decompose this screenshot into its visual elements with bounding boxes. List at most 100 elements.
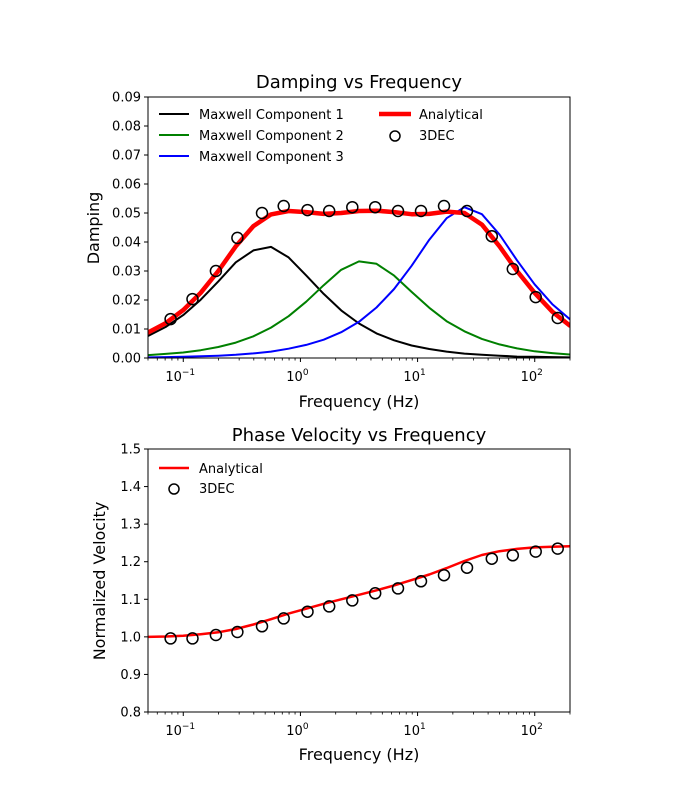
x-tick-label: 101 (403, 722, 425, 739)
series-line-maxwell-component-2 (148, 260, 570, 357)
x-tick-label: 10−1 (165, 368, 195, 385)
data-point-3dec (437, 199, 451, 213)
data-point-3dec (164, 632, 177, 645)
legend-label: Maxwell Component 3 (199, 150, 344, 165)
data-point-3dec (368, 587, 382, 600)
series-line-maxwell-component-3 (148, 206, 570, 358)
y-tick-label: 0.06 (112, 178, 141, 193)
data-point-3dec (164, 312, 177, 326)
x-tick-label: 10−1 (165, 722, 195, 739)
legend-entry-maxwell-2: Maxwell Component 2 (159, 129, 344, 144)
x-tick-exponent: 0 (303, 722, 309, 732)
data-point-3dec (322, 600, 336, 613)
y-tick-label: 0.05 (112, 207, 141, 222)
x-tick-exponent: 2 (537, 722, 543, 732)
legend-entry-3dec: 3DEC (389, 129, 455, 144)
data-point-3dec (209, 628, 223, 642)
data-point-3dec (437, 568, 451, 582)
data-point-3dec (277, 612, 290, 625)
x-tick-exponent: 0 (303, 368, 309, 378)
x-tick-exponent: −1 (182, 368, 195, 378)
series-layer (148, 542, 570, 645)
x-tick-label: 102 (521, 368, 543, 385)
data-point-3dec (231, 231, 244, 245)
data-point-3dec (186, 632, 199, 645)
y-tick-label: 0.03 (112, 265, 141, 280)
x-tick-label: 102 (521, 722, 543, 739)
x-axis-label: Frequency (Hz) (299, 745, 420, 764)
x-tick-exponent: 1 (420, 722, 426, 732)
x-tick-label: 100 (286, 368, 309, 385)
data-point-3dec (255, 620, 269, 633)
legend-entry-maxwell-3: Maxwell Component 3 (159, 150, 344, 165)
data-point-3dec (529, 290, 542, 304)
data-point-3dec (414, 204, 428, 218)
legend-entry-analytical: Analytical (379, 108, 483, 123)
data-point-3dec (506, 549, 520, 562)
chart-title: Phase Velocity vs Frequency (232, 425, 487, 446)
data-point-3dec (231, 625, 244, 639)
y-tick-label: 0.08 (112, 120, 141, 135)
data-point-3dec (255, 206, 269, 220)
y-tick-label: 0.07 (112, 149, 141, 164)
y-axis-label: Normalized Velocity (90, 502, 109, 661)
y-tick-label: 0.8 (120, 706, 141, 721)
legend-entry-3dec: 3DEC (168, 482, 235, 497)
data-point-3dec (551, 311, 564, 325)
data-point-3dec (391, 204, 405, 218)
y-tick-label: 0.02 (112, 294, 141, 309)
y-tick-label: 0.9 (120, 668, 141, 683)
data-point-3dec (485, 229, 499, 243)
y-tick-label: 1.1 (120, 593, 141, 608)
data-point-3dec (506, 262, 520, 276)
data-point-3dec (551, 542, 564, 555)
legend-label: 3DEC (199, 482, 235, 497)
x-tick-exponent: 2 (537, 368, 543, 378)
data-point-3dec (485, 552, 499, 565)
legend-entry-maxwell-1: Maxwell Component 1 (159, 108, 344, 123)
data-point-3dec (346, 594, 359, 607)
data-point-3dec (391, 582, 405, 595)
x-tick-exponent: −1 (182, 722, 195, 732)
legend-marker (389, 130, 401, 142)
data-point-3dec (414, 575, 428, 588)
phase-velocity-chart: Phase Velocity vs Frequency 0.8 0.9 1.0 1.1… (90, 425, 571, 764)
legend-label: 3DEC (419, 129, 455, 144)
axes-frame (147, 448, 571, 713)
legend-label: Analytical (199, 462, 263, 477)
data-point-3dec (186, 292, 199, 306)
y-tick-label: 1.3 (120, 518, 141, 533)
data-point-3dec (209, 264, 223, 278)
legend: Maxwell Component 1 Maxwell Component 2 … (159, 108, 483, 165)
series-layer (148, 199, 570, 358)
series-line-analytical (148, 208, 570, 335)
y-tick-label: 0.04 (112, 236, 141, 251)
data-point-3dec (322, 204, 336, 218)
data-point-3dec (529, 545, 542, 558)
x-tick-label: 100 (286, 722, 309, 739)
data-point-3dec (460, 561, 474, 574)
y-tick-label: 1.0 (120, 630, 141, 645)
data-point-3dec (301, 605, 314, 618)
y-tick-label: 0.00 (112, 352, 141, 367)
legend-entry-analytical: Analytical (159, 462, 263, 477)
axes-frame (147, 96, 571, 359)
series-line-maxwell-component-1 (148, 245, 570, 358)
x-axis-label: Frequency (Hz) (299, 392, 420, 411)
data-point-3dec (346, 200, 359, 214)
legend-label: Maxwell Component 1 (199, 108, 344, 123)
series-line-analytical (148, 545, 570, 639)
legend-label: Maxwell Component 2 (199, 129, 344, 144)
y-tick-label: 1.5 (120, 443, 141, 458)
y-tick-label: 0.01 (112, 323, 141, 338)
plot-area: 0.80.91.01.11.21.31.41.510−1 100 101 102 (120, 443, 571, 739)
damping-chart: Damping vs Frequency 0.00 0.01 0.02 0.03 0.0… (84, 72, 571, 411)
y-tick-label: 1.2 (120, 555, 141, 570)
data-point-3dec (460, 204, 474, 218)
y-axis-label: Damping (84, 192, 103, 265)
legend-label: Analytical (419, 108, 483, 123)
chart-title: Damping vs Frequency (256, 72, 462, 93)
data-point-3dec (277, 199, 290, 213)
y-tick-label: 0.09 (112, 91, 141, 106)
